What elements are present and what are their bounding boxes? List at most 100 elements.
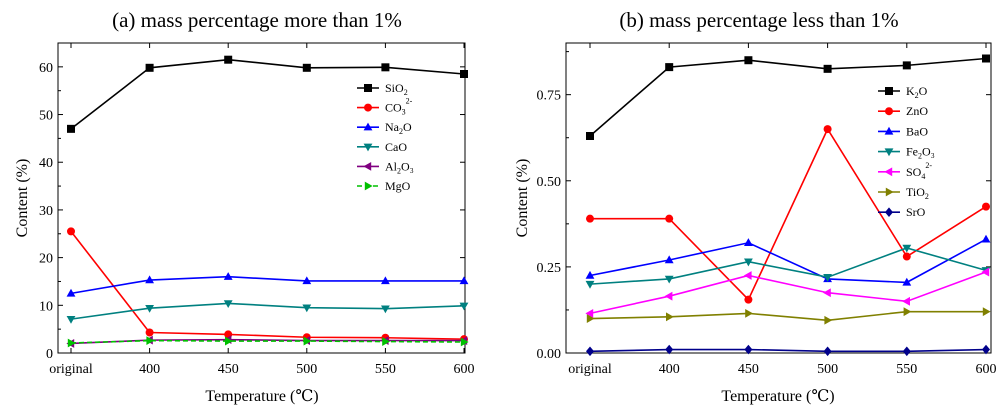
panel-a-data-point-CaO: [223, 300, 233, 308]
panel-b-data-point-SO42-: [664, 291, 673, 301]
panel-a-y-tick-label: 10: [39, 299, 53, 314]
panel-b-legend-label-part: O: [919, 84, 928, 98]
panel-a-legend-label-part: 2: [397, 166, 401, 175]
panel-b-data-point-K2O: [823, 64, 832, 73]
panel-b-data-point-K2O: [982, 54, 990, 63]
panel-a-legend-label: MgO: [385, 179, 411, 193]
panel-b-legend-label-part: 2: [918, 152, 922, 161]
panel-a-legend-label: Na2O: [385, 120, 412, 136]
panel-b-data-point-TiO2: [666, 312, 674, 322]
panel-a-data-point-CaO: [381, 305, 390, 314]
panel-b-data-point-Fe2O3: [585, 280, 595, 289]
panel-b-x-tick-label: 600: [976, 362, 997, 377]
panel-a-series-line-SiO2: [70, 58, 465, 130]
panel-b-data-point-BaO: [981, 234, 991, 243]
panel-b-series-line-SO42-: [589, 271, 987, 315]
panel-a-x-tick-label: 400: [139, 362, 160, 377]
panel-a-legend-label-part: O₃: [401, 159, 414, 173]
panel-a-data-point-CO32-: [145, 328, 154, 337]
panel-b-legend-marker-SO42-: [884, 167, 893, 177]
panel-a-y-tick-label: 20: [39, 252, 53, 267]
panel-a-data-point-Na2O: [223, 272, 233, 280]
panel-a-data-point-MgO: [382, 337, 390, 346]
panel-a-series-line-Na2O: [70, 275, 464, 295]
panel-b-data-point-SO42-: [585, 308, 594, 318]
panel-a-data-point-Na2O: [66, 288, 76, 297]
panel-b-data-point-BaO: [902, 277, 912, 286]
panel-b-legend-label-part: ZnO: [906, 104, 928, 118]
panel-b-data-point-ZnO: [586, 214, 594, 223]
panel-b-data-point-ZnO: [744, 295, 753, 304]
panel-b-legend-label: BaO: [906, 124, 928, 138]
panel-a-data-point-MgO: [146, 336, 155, 345]
panel-a-data-point-SiO2: [381, 63, 390, 72]
panel-b-data-point-SrO: [744, 344, 753, 355]
panel-b-legend-marker-TiO2: [885, 187, 894, 197]
panel-a-data-point-CaO: [145, 304, 154, 313]
panel-a-series-line-CaO: [70, 302, 465, 320]
panel-b-data-point-Fe2O3: [823, 274, 832, 282]
panel-b-data-point-Fe2O3: [902, 244, 912, 253]
panel-a-y-axis-title: Content (%): [14, 159, 31, 238]
panel-b-legend-label: TiO2: [906, 185, 929, 201]
panel-b-data-point-SrO: [982, 344, 990, 355]
panel-a-legend-label-part: Al: [385, 159, 398, 173]
panel-b-legend-label-part: 2: [925, 192, 929, 201]
panel-b-data-point-SO42-: [743, 271, 752, 280]
panel-a-data-point-SiO2: [224, 55, 233, 64]
panel-a-x-tick-label: original: [49, 362, 93, 377]
panel-a-legend-label-part: SiO: [385, 81, 404, 95]
panel-a-legend-label-part: CaO: [385, 140, 407, 154]
panel-a-series: [66, 55, 469, 348]
panel-a-legend-label-part: 2: [404, 88, 408, 97]
panel-a-legend-marker-SiO2: [364, 84, 372, 92]
panel-b-data-point-ZnO: [902, 252, 911, 261]
panel-a: (a) mass percentage more than 1% 0 10 20 30…: [14, 8, 475, 405]
panel-b-data-point-TiO2: [586, 314, 595, 323]
panel-b-legend-label: Fe2O₃: [906, 145, 935, 161]
panel-a-data-point-MgO: [460, 337, 469, 347]
panel-b-y-tick-label: 0.75: [537, 89, 562, 104]
panel-b-legend-label: K2O: [906, 84, 928, 100]
panel-b-data-point-ZnO: [823, 125, 832, 134]
panel-b: (b) mass percentage less than 1% 0.00 0.2…: [514, 8, 997, 405]
panel-b-legend-label: SO42-: [906, 161, 932, 181]
panel-b-legend-label-part: SO: [906, 165, 922, 179]
panel-b-x-tick-label: original: [568, 362, 612, 377]
panel-a-y-tick-label: 50: [39, 109, 53, 124]
panel-b-axes: 0.00 0.25 0.50 0.75 original 400 450 500 550 600: [537, 43, 997, 377]
panel-a-x-tick-label: 600: [454, 362, 475, 377]
panel-a-legend-label: CaO: [385, 140, 407, 154]
panel-a-x-tick-label: 450: [218, 362, 239, 377]
panel-a-x-tick-label: 550: [375, 362, 396, 377]
panel-b-series-line-TiO2: [589, 310, 986, 322]
panel-b-y-tick-label: 0.25: [537, 261, 562, 276]
panel-a-y-tick-label: 40: [39, 156, 53, 171]
panel-b-data-point-BaO: [664, 255, 674, 264]
panel-a-data-point-SiO2: [460, 70, 468, 78]
panel-a-data-point-SiO2: [145, 63, 154, 72]
panel-b-y-axis-title: Content (%): [514, 159, 531, 238]
panel-a-legend-label-part: CO: [385, 101, 402, 115]
panel-b-data-point-TiO2: [745, 308, 753, 318]
panel-a-legend-marker-Na2O: [363, 122, 373, 131]
panel-a-title: (a) mass percentage more than 1%: [112, 8, 402, 32]
panel-b-data-point-SO42-: [823, 288, 831, 298]
panel-b-data-point-SrO: [586, 346, 594, 357]
panel-b-data-point-TiO2: [824, 315, 833, 325]
panel-a-y-tick-label: 0: [46, 347, 53, 362]
panel-a-legend-label-part: 2-: [406, 97, 413, 106]
panel-b-x-tick-label: 450: [738, 362, 759, 377]
panel-a-data-point-MgO: [67, 338, 76, 348]
panel-a-legend-label: CO32-: [385, 97, 413, 117]
panel-b-legend-marker-Fe2O3: [884, 148, 894, 157]
panel-b-data-point-SO42-: [902, 296, 910, 306]
panel-b-legend-label-part: Fe: [906, 145, 918, 159]
panel-a-plot-frame: [57, 42, 466, 354]
panel-b-legend-label-part: K: [906, 84, 915, 98]
panel-b-legend-marker-BaO: [884, 126, 894, 135]
panel-b-x-tick-label: 500: [817, 362, 838, 377]
panel-a-series-line-CO32-: [70, 230, 465, 340]
panel-b-data-point-BaO: [585, 270, 595, 279]
